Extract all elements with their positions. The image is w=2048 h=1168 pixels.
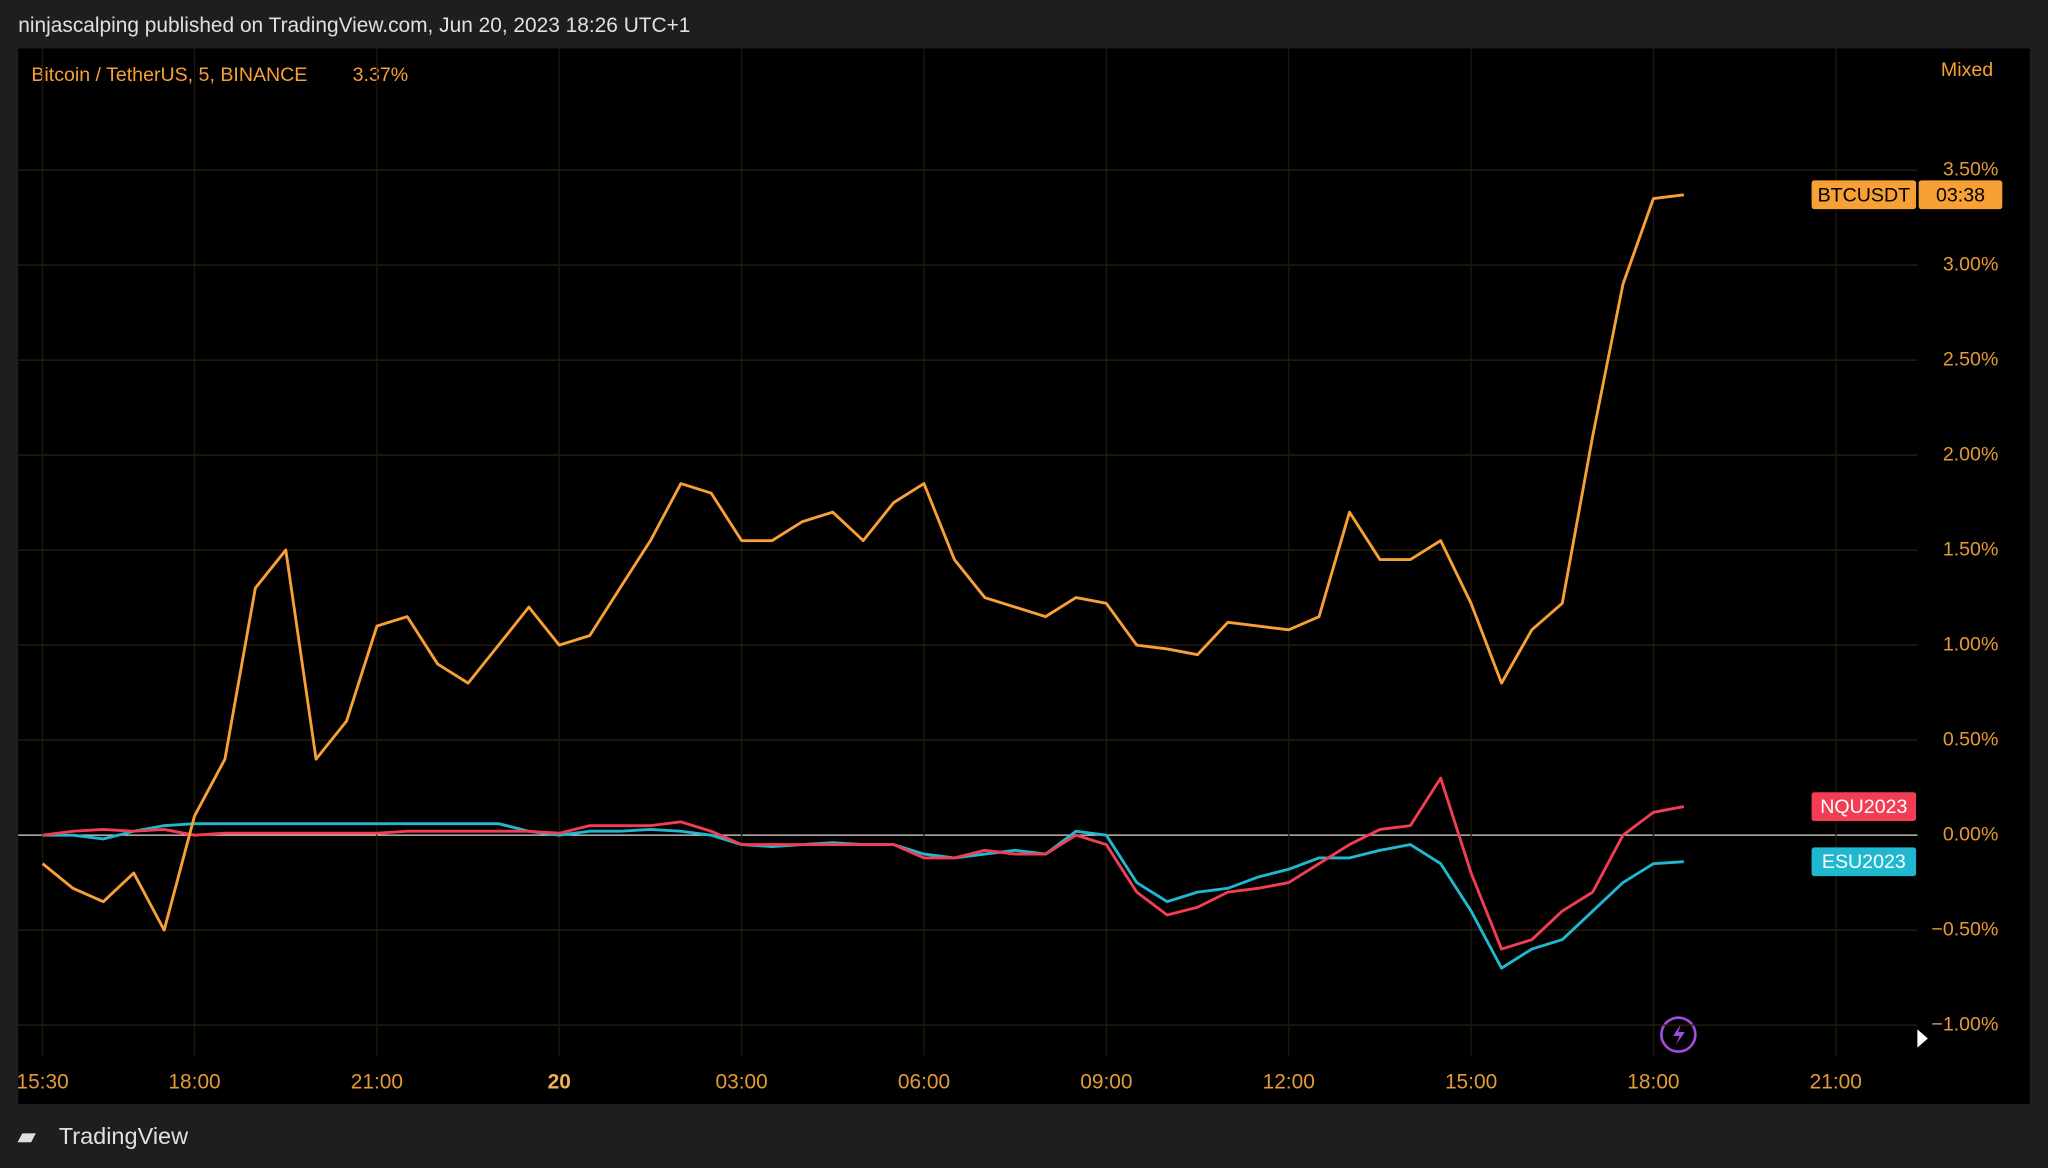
- price-tag: [1811, 847, 1917, 877]
- legend-value: 3.37%: [353, 64, 409, 86]
- logo: ▰: [17, 1124, 36, 1149]
- chart-panel: [18, 48, 2030, 1104]
- series-line: [41, 193, 1685, 932]
- price-tag: [1811, 792, 1917, 821]
- countdown-tag: [1918, 180, 2003, 210]
- alert-bolt: [1673, 1024, 1685, 1046]
- x-tick-label: 21:00: [1810, 1070, 1862, 1093]
- x-tick-label: 15:00: [1445, 1070, 1497, 1093]
- price-tag: [1811, 180, 1917, 210]
- svg-text:▰: ▰: [17, 1124, 36, 1149]
- alert-icon[interactable]: [1660, 1016, 1697, 1053]
- y-tick-label: −1.00%: [1931, 1013, 1998, 1035]
- y-tick-label: 0.50%: [1943, 728, 1999, 750]
- y-tick-label: 1.00%: [1943, 633, 1999, 655]
- x-tick-label: 03:00: [716, 1070, 768, 1093]
- y-tick-label: 1.50%: [1943, 538, 1999, 560]
- series-line: [42, 776, 1685, 951]
- x-tick-label: 21:00: [351, 1070, 403, 1093]
- price-tag-label: NQU2023: [1820, 796, 1907, 818]
- x-tick-label: 12:00: [1263, 1070, 1315, 1093]
- y-tick-label: 0.00%: [1943, 823, 1999, 845]
- scroll-arrow[interactable]: [1917, 1029, 1928, 1048]
- price-tag-label: ESU2023: [1822, 851, 1906, 873]
- countdown-label: 03:38: [1936, 184, 1985, 206]
- price-tag-label: BTCUSDT: [1818, 184, 1910, 206]
- y-tick-label: 2.50%: [1943, 348, 1999, 370]
- y-tick-label: −0.50%: [1931, 918, 1998, 940]
- x-tick-label: 18:00: [168, 1070, 220, 1093]
- scale-mode: Mixed: [1941, 59, 1993, 81]
- x-tick-label: 20: [548, 1070, 571, 1093]
- x-tick-label: 09:00: [1080, 1070, 1132, 1093]
- y-tick-label: 3.50%: [1943, 158, 1999, 180]
- header-text: ninjascalping published on TradingView.c…: [18, 14, 690, 37]
- y-tick-label: 2.00%: [1943, 443, 1999, 465]
- x-tick-label: 18:00: [1627, 1070, 1679, 1093]
- legend-title: Bitcoin / TetherUS, 5, BINANCE: [31, 64, 307, 86]
- x-tick-label: 06:00: [898, 1070, 950, 1093]
- y-tick-label: 3.00%: [1943, 253, 1999, 275]
- footer-brand: TradingView: [59, 1123, 189, 1149]
- x-tick-label: 15:30: [16, 1070, 68, 1093]
